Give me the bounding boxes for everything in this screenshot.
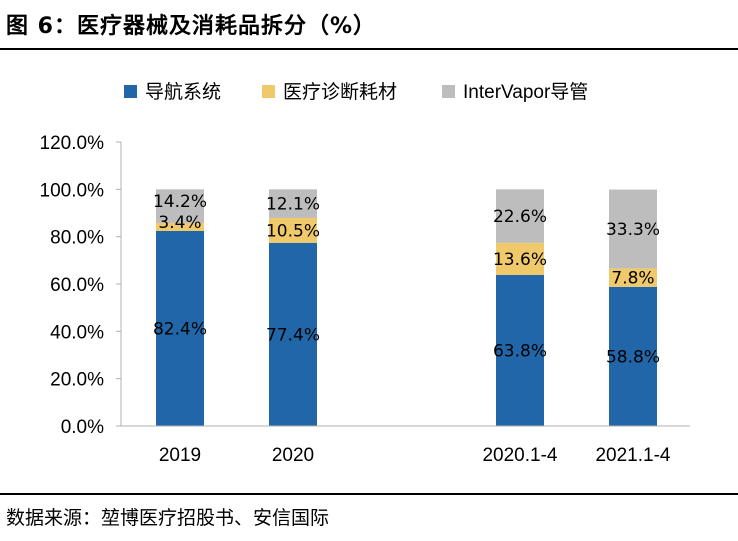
legend-label-2: 医疗诊断耗材 <box>283 81 397 103</box>
bar-segment <box>269 189 317 218</box>
data-label: 13.6% <box>493 250 547 270</box>
legend: 导航系统 医疗诊断耗材 InterVapor导管 <box>124 81 588 103</box>
bar-segment <box>496 189 544 243</box>
bar-segment <box>156 222 204 231</box>
data-label: 58.8% <box>606 347 660 367</box>
bar-segment <box>609 268 657 287</box>
source-rule <box>0 493 738 495</box>
chart-title: 图 6：医疗器械及消耗品拆分（%） <box>6 14 377 39</box>
legend-swatch-1 <box>124 85 137 98</box>
data-label: 63.8% <box>493 342 547 362</box>
y-tick-label: 40.0% <box>50 322 104 343</box>
data-label: 3.4% <box>158 213 201 233</box>
data-label: 10.5% <box>266 221 320 241</box>
y-axis: 0.0% 20.0% 40.0% 60.0% 80.0% 100.0% 120.0% <box>40 133 122 438</box>
legend-swatch-2 <box>262 85 275 98</box>
data-label: 82.4% <box>153 319 207 339</box>
data-label: 7.8% <box>611 269 654 289</box>
legend-label-1: 导航系统 <box>145 81 221 103</box>
data-label: 12.1% <box>266 195 320 215</box>
y-tick-label: 60.0% <box>50 275 104 296</box>
bar-segment <box>496 242 544 276</box>
y-tick-label: 80.0% <box>50 228 104 249</box>
bar-segment <box>496 275 544 426</box>
bars: 82.4% 3.4%14.2% 77.4% 10.5% 12.1% 63.8% 13.6% 2… <box>153 189 660 426</box>
x-tick-label: 2020.1-4 <box>482 445 557 466</box>
x-tick-label: 2019 <box>159 445 201 466</box>
legend-label-3: InterVapor导管 <box>463 81 588 103</box>
data-label: 77.4% <box>266 325 320 345</box>
data-label: 14.2% <box>153 192 207 212</box>
y-tick-label: 20.0% <box>50 370 104 391</box>
x-tick-label: 2021.1-4 <box>595 445 670 466</box>
data-label: 22.6% <box>493 207 547 227</box>
bar-segment <box>609 189 657 269</box>
bar-segment <box>269 217 317 243</box>
data-label: 33.3% <box>606 220 660 240</box>
y-tick-label: 120.0% <box>40 133 105 154</box>
title-rule <box>0 48 738 50</box>
bar-segment <box>156 189 204 223</box>
bar-segment <box>609 286 657 426</box>
x-tick-label: 2020 <box>272 445 314 466</box>
y-tick-label: 0.0% <box>61 417 104 438</box>
y-tick-label: 100.0% <box>40 180 105 201</box>
bar-segment <box>269 242 317 426</box>
source-note: 数据来源：堃博医疗招股书、安信国际 <box>6 507 330 529</box>
bar-segment <box>156 230 204 426</box>
x-axis: 2019 2020 2020.1-4 2021.1-4 <box>121 425 690 466</box>
legend-swatch-3 <box>442 85 455 98</box>
stacked-bar-chart: 导航系统 医疗诊断耗材 InterVapor导管 0.0% 20.0% 40.0% 60.… <box>40 81 690 466</box>
